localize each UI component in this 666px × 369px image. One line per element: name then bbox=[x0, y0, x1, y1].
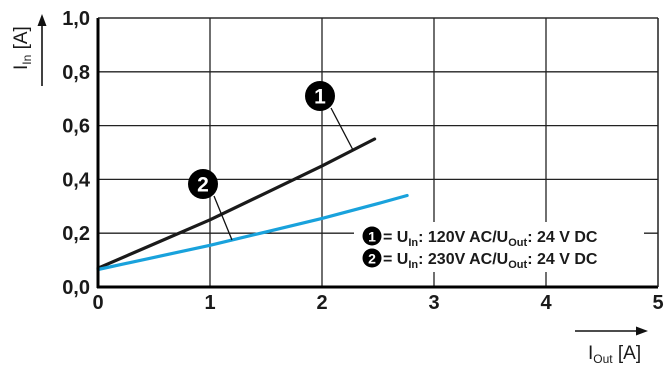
y-tick-label: 0,6 bbox=[62, 116, 90, 138]
legend-marker-number: 1 bbox=[368, 229, 376, 245]
callout-marker-number: 1 bbox=[314, 86, 326, 109]
legend-background bbox=[354, 222, 644, 272]
series-line-1 bbox=[96, 137, 377, 270]
plot-frame bbox=[96, 17, 659, 289]
series-line-2 bbox=[96, 193, 409, 272]
x-axis-arrowhead bbox=[636, 326, 648, 336]
y-tick-label: 1,0 bbox=[62, 8, 90, 30]
callout-marker-2 bbox=[188, 169, 218, 199]
legend-entry-1: = UIn: 120V AC/UOut: 24 V DC bbox=[383, 229, 598, 249]
legend-marker-number: 2 bbox=[368, 251, 376, 267]
x-tick-label: 0 bbox=[92, 292, 103, 314]
x-tick-label: 1 bbox=[204, 292, 215, 314]
series-markers: 12 bbox=[188, 81, 354, 241]
callout-marker-number: 2 bbox=[197, 174, 209, 197]
x-tick-label: 5 bbox=[652, 292, 663, 314]
axis-labels: IOut [A] IIn [A] bbox=[11, 14, 648, 366]
legend-marker-1 bbox=[362, 226, 382, 246]
y-axis-arrowhead bbox=[37, 14, 47, 26]
legend-marker-2 bbox=[362, 248, 382, 268]
x-tick-label: 2 bbox=[316, 292, 327, 314]
callout-leader-2 bbox=[213, 195, 233, 241]
x-axis-label: IOut [A] bbox=[588, 343, 641, 366]
y-tick-label: 0,8 bbox=[62, 62, 90, 84]
y-tick-label: 0,4 bbox=[62, 169, 91, 191]
y-tick-label: 0,2 bbox=[62, 223, 90, 245]
x-tick-label: 4 bbox=[540, 292, 552, 314]
y-tick-label: 0,0 bbox=[62, 277, 90, 299]
callout-leader-1 bbox=[330, 107, 354, 151]
y-axis-label: IIn [A] bbox=[11, 26, 34, 70]
x-tick-label: 3 bbox=[428, 292, 439, 314]
legend-entry-2: = UIn: 230V AC/UOut: 24 V DC bbox=[383, 251, 598, 271]
series-lines bbox=[96, 137, 409, 272]
callout-marker-1 bbox=[305, 81, 335, 111]
legend: 1 = UIn: 120V AC/UOut: 24 V DC 2 = UIn: 230… bbox=[354, 222, 644, 272]
tick-labels: 0 1 2 3 4 50,00,20,40,60,81,0 bbox=[62, 8, 663, 314]
